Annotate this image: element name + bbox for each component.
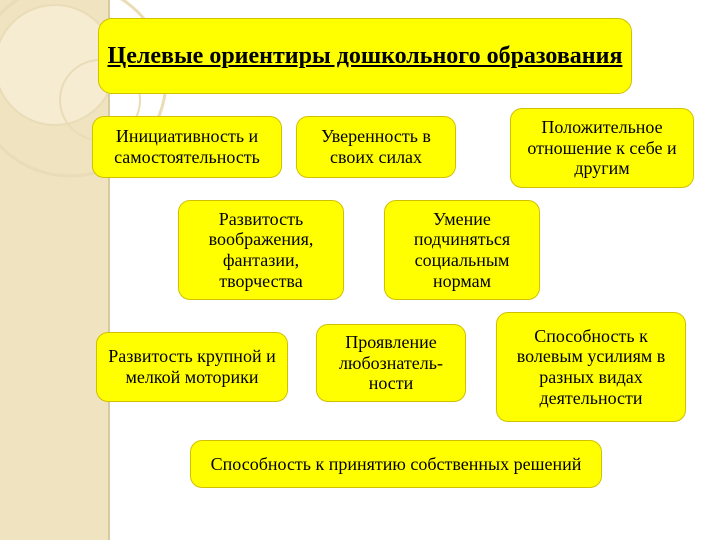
concept-box-b2-label: Уверенность в своих силах (307, 126, 445, 167)
concept-box-b6-label: Развитость крупной и мелкой моторики (107, 346, 277, 387)
concept-box-b1: Инициативность и самостоятельность (92, 116, 282, 178)
concept-box-b4-label: Развитость воображения, фантазии, творче… (189, 209, 333, 292)
title-box: Целевые ориентиры дошкольного образовани… (98, 18, 632, 94)
concept-box-b6: Развитость крупной и мелкой моторики (96, 332, 288, 402)
concept-box-b3: Положительное отношение к себе и другим (510, 108, 694, 188)
concept-box-b1-label: Инициативность и самостоятельность (103, 126, 271, 167)
concept-box-b5-label: Умение подчиняться социальным нормам (395, 209, 529, 292)
left-decor-panel (0, 0, 110, 540)
concept-box-b4: Развитость воображения, фантазии, творче… (178, 200, 344, 300)
concept-box-b5: Умение подчиняться социальным нормам (384, 200, 540, 300)
concept-box-b7: Проявление любознатель-ности (316, 324, 466, 402)
concept-box-b9-label: Способность к принятию собственных решен… (211, 454, 582, 475)
concept-box-b3-label: Положительное отношение к себе и другим (521, 117, 683, 179)
concept-box-b2: Уверенность в своих силах (296, 116, 456, 178)
concept-box-b8: Способность к волевым усилиям в разных в… (496, 312, 686, 422)
concept-box-b8-label: Способность к волевым усилиям в разных в… (507, 326, 675, 409)
title-text: Целевые ориентиры дошкольного образовани… (99, 19, 631, 93)
concept-box-b7-label: Проявление любознатель-ности (327, 332, 455, 394)
concept-box-b9: Способность к принятию собственных решен… (190, 440, 602, 488)
